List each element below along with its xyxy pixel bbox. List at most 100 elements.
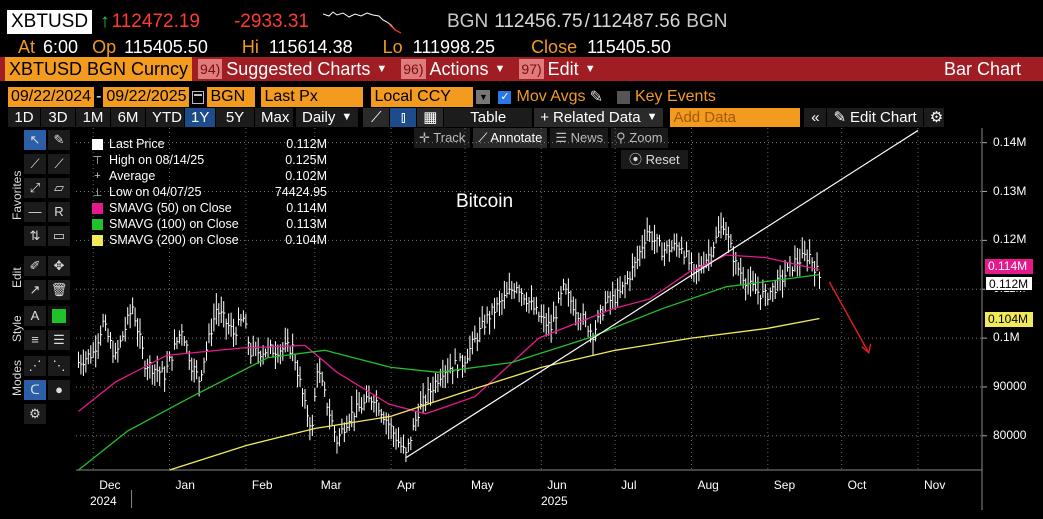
edit-chart-button[interactable]: ✎ Edit Chart: [827, 107, 923, 127]
price-badge: 0.112M: [985, 276, 1033, 292]
security-field[interactable]: XBTUSD BGN Curncy: [5, 57, 193, 81]
font-icon[interactable]: A: [24, 306, 46, 326]
dotted-line-icon[interactable]: ⋰: [24, 356, 46, 376]
period-1d[interactable]: 1D: [8, 107, 40, 127]
dropdown-arrow-icon[interactable]: ▼: [476, 90, 491, 104]
annotate-label: Annotate: [490, 130, 543, 145]
annotate-tool[interactable]: ⟋ Annotate: [473, 128, 548, 148]
rectangle-icon[interactable]: ▭: [48, 226, 70, 246]
fib-icon[interactable]: ⇅: [24, 226, 46, 246]
period-6m[interactable]: 6M: [111, 107, 145, 127]
settings-row: 09/22/2024 - 09/22/2025 BGN Last Px Loca…: [0, 87, 1043, 107]
pointer-icon[interactable]: ↖: [24, 130, 46, 150]
text-r-icon[interactable]: R: [48, 202, 70, 222]
menu-number: 94): [198, 59, 223, 79]
style-tab[interactable]: Style: [10, 315, 24, 342]
table-button[interactable]: Table: [444, 107, 533, 127]
end-date-field[interactable]: 09/22/2025: [103, 87, 190, 107]
x-tick-label: Apr: [397, 478, 416, 492]
ray-icon[interactable]: ⟋: [48, 154, 70, 174]
bid-price: 112456.75: [494, 11, 583, 32]
segment-icon[interactable]: ⤢: [24, 178, 46, 198]
magnet-icon[interactable]: ᑕ: [24, 380, 46, 400]
edit-chart-label: Edit Chart: [850, 108, 917, 126]
frequency-dropdown[interactable]: Daily ▼: [296, 107, 359, 127]
x-tick-label: Jan: [175, 478, 195, 492]
legend-item[interactable]: ⊤ High on 08/14/25 0.125M: [92, 152, 327, 168]
y-tick-label: 80000: [993, 427, 1027, 442]
pencil-icon[interactable]: ✎: [589, 89, 603, 106]
dashed-line-icon[interactable]: ⋱: [48, 356, 70, 376]
frequency-label: Daily: [302, 108, 336, 126]
brush-icon[interactable]: ✐: [24, 256, 46, 276]
period-ytd[interactable]: YTD: [146, 107, 184, 127]
price-bars: [77, 212, 822, 463]
color-swatch-icon[interactable]: [48, 306, 70, 326]
start-date-field[interactable]: 09/22/2024: [8, 87, 95, 107]
caret-down-icon: ▼: [494, 63, 506, 75]
add-data-input[interactable]: Add Data: [670, 107, 801, 127]
settings-gear-icon[interactable]: ⚙: [24, 404, 46, 424]
plus-icon: +: [540, 108, 549, 126]
period-max[interactable]: Max: [255, 107, 293, 127]
at-time: 6:00: [43, 36, 79, 57]
zoom-icon: ⚲: [616, 130, 630, 145]
legend-item[interactable]: Last Price 0.112M: [92, 136, 327, 152]
related-data-dropdown[interactable]: + Related Data ▼: [534, 107, 664, 127]
caret-down-icon: ▼: [341, 110, 353, 123]
high-value: 115614.38: [268, 36, 353, 57]
menu-edit[interactable]: 97) Edit ▼: [519, 57, 596, 81]
line-draw-icon[interactable]: ⟋: [24, 154, 46, 174]
channel-icon[interactable]: ▱: [48, 178, 70, 198]
mov-avgs-toggle[interactable]: ✓ Mov Avgs ✎: [498, 87, 603, 107]
legend-item[interactable]: SMAVG (200) on Close 0.104M: [92, 232, 327, 248]
calendar-icon[interactable]: [192, 90, 205, 104]
modes-tab[interactable]: Modes: [10, 359, 24, 396]
field-selector[interactable]: Last Px: [261, 87, 364, 107]
move-icon[interactable]: ✥: [48, 256, 70, 276]
collapse-left-icon[interactable]: «: [804, 107, 827, 127]
line-tool-icon: ⟋: [478, 130, 491, 145]
news-tool[interactable]: ☰ News: [550, 128, 609, 148]
trash-icon[interactable]: 🗑: [48, 280, 70, 300]
bitcoin-annotation[interactable]: Bitcoin: [456, 191, 514, 212]
key-events-toggle[interactable]: Key Events: [616, 88, 716, 106]
ticker-symbol[interactable]: XBTUSD: [7, 10, 93, 34]
edit-tab[interactable]: Edit: [10, 267, 24, 288]
currency-selector[interactable]: Local CCY: [371, 87, 474, 107]
period-1m[interactable]: 1M: [76, 107, 110, 127]
checkbox-checked-icon[interactable]: ✓: [498, 90, 512, 104]
x-tick-label: Jun: [547, 478, 567, 492]
period-1y[interactable]: 1Y: [185, 107, 215, 127]
period-5y[interactable]: 5Y: [216, 107, 254, 127]
pencil-icon: ✎: [833, 108, 847, 126]
legend-item[interactable]: ⊥ Low on 04/07/25 74424.95: [92, 184, 327, 200]
period-3d[interactable]: 3D: [41, 107, 75, 127]
gear-icon[interactable]: ⚙: [923, 107, 944, 127]
reset-button[interactable]: ⦿ Reset: [621, 150, 688, 169]
legend-value: 0.113M: [286, 217, 327, 231]
checkbox-unchecked-icon[interactable]: [616, 90, 630, 104]
x-year-label: 2024: [90, 494, 117, 508]
line-chart-icon[interactable]: ⟋: [363, 107, 390, 127]
horizontal-line-icon[interactable]: —: [24, 202, 46, 222]
favorites-tab[interactable]: Favorites: [10, 170, 24, 220]
pen-icon[interactable]: ✎: [48, 130, 70, 150]
line-style-icon[interactable]: ☰: [48, 330, 70, 350]
sma-line: [78, 273, 820, 471]
x-tick-label: May: [470, 478, 494, 492]
legend-item[interactable]: SMAVG (50) on Close 0.114M: [92, 200, 327, 216]
menu-actions[interactable]: 96) Actions ▼: [401, 57, 505, 81]
line-weight-icon[interactable]: ≡: [24, 330, 46, 350]
menu-suggested-charts[interactable]: 94) Suggested Charts ▼: [198, 57, 387, 81]
track-tool[interactable]: ✛ Track: [414, 128, 471, 148]
legend-item[interactable]: SMAVG (100) on Close 0.113M: [92, 216, 327, 232]
grid-icon[interactable]: ▦: [417, 107, 444, 127]
palette-icon[interactable]: ●: [48, 380, 70, 400]
source-field[interactable]: BGN: [207, 87, 256, 107]
legend-label: SMAVG (100) on Close: [109, 217, 239, 231]
zoom-tool[interactable]: ⚲ Zoom: [611, 128, 668, 148]
select-icon[interactable]: ↗: [24, 280, 46, 300]
bar-chart-icon[interactable]: ⫾: [390, 107, 417, 127]
legend-item[interactable]: + Average 0.102M: [92, 168, 327, 184]
